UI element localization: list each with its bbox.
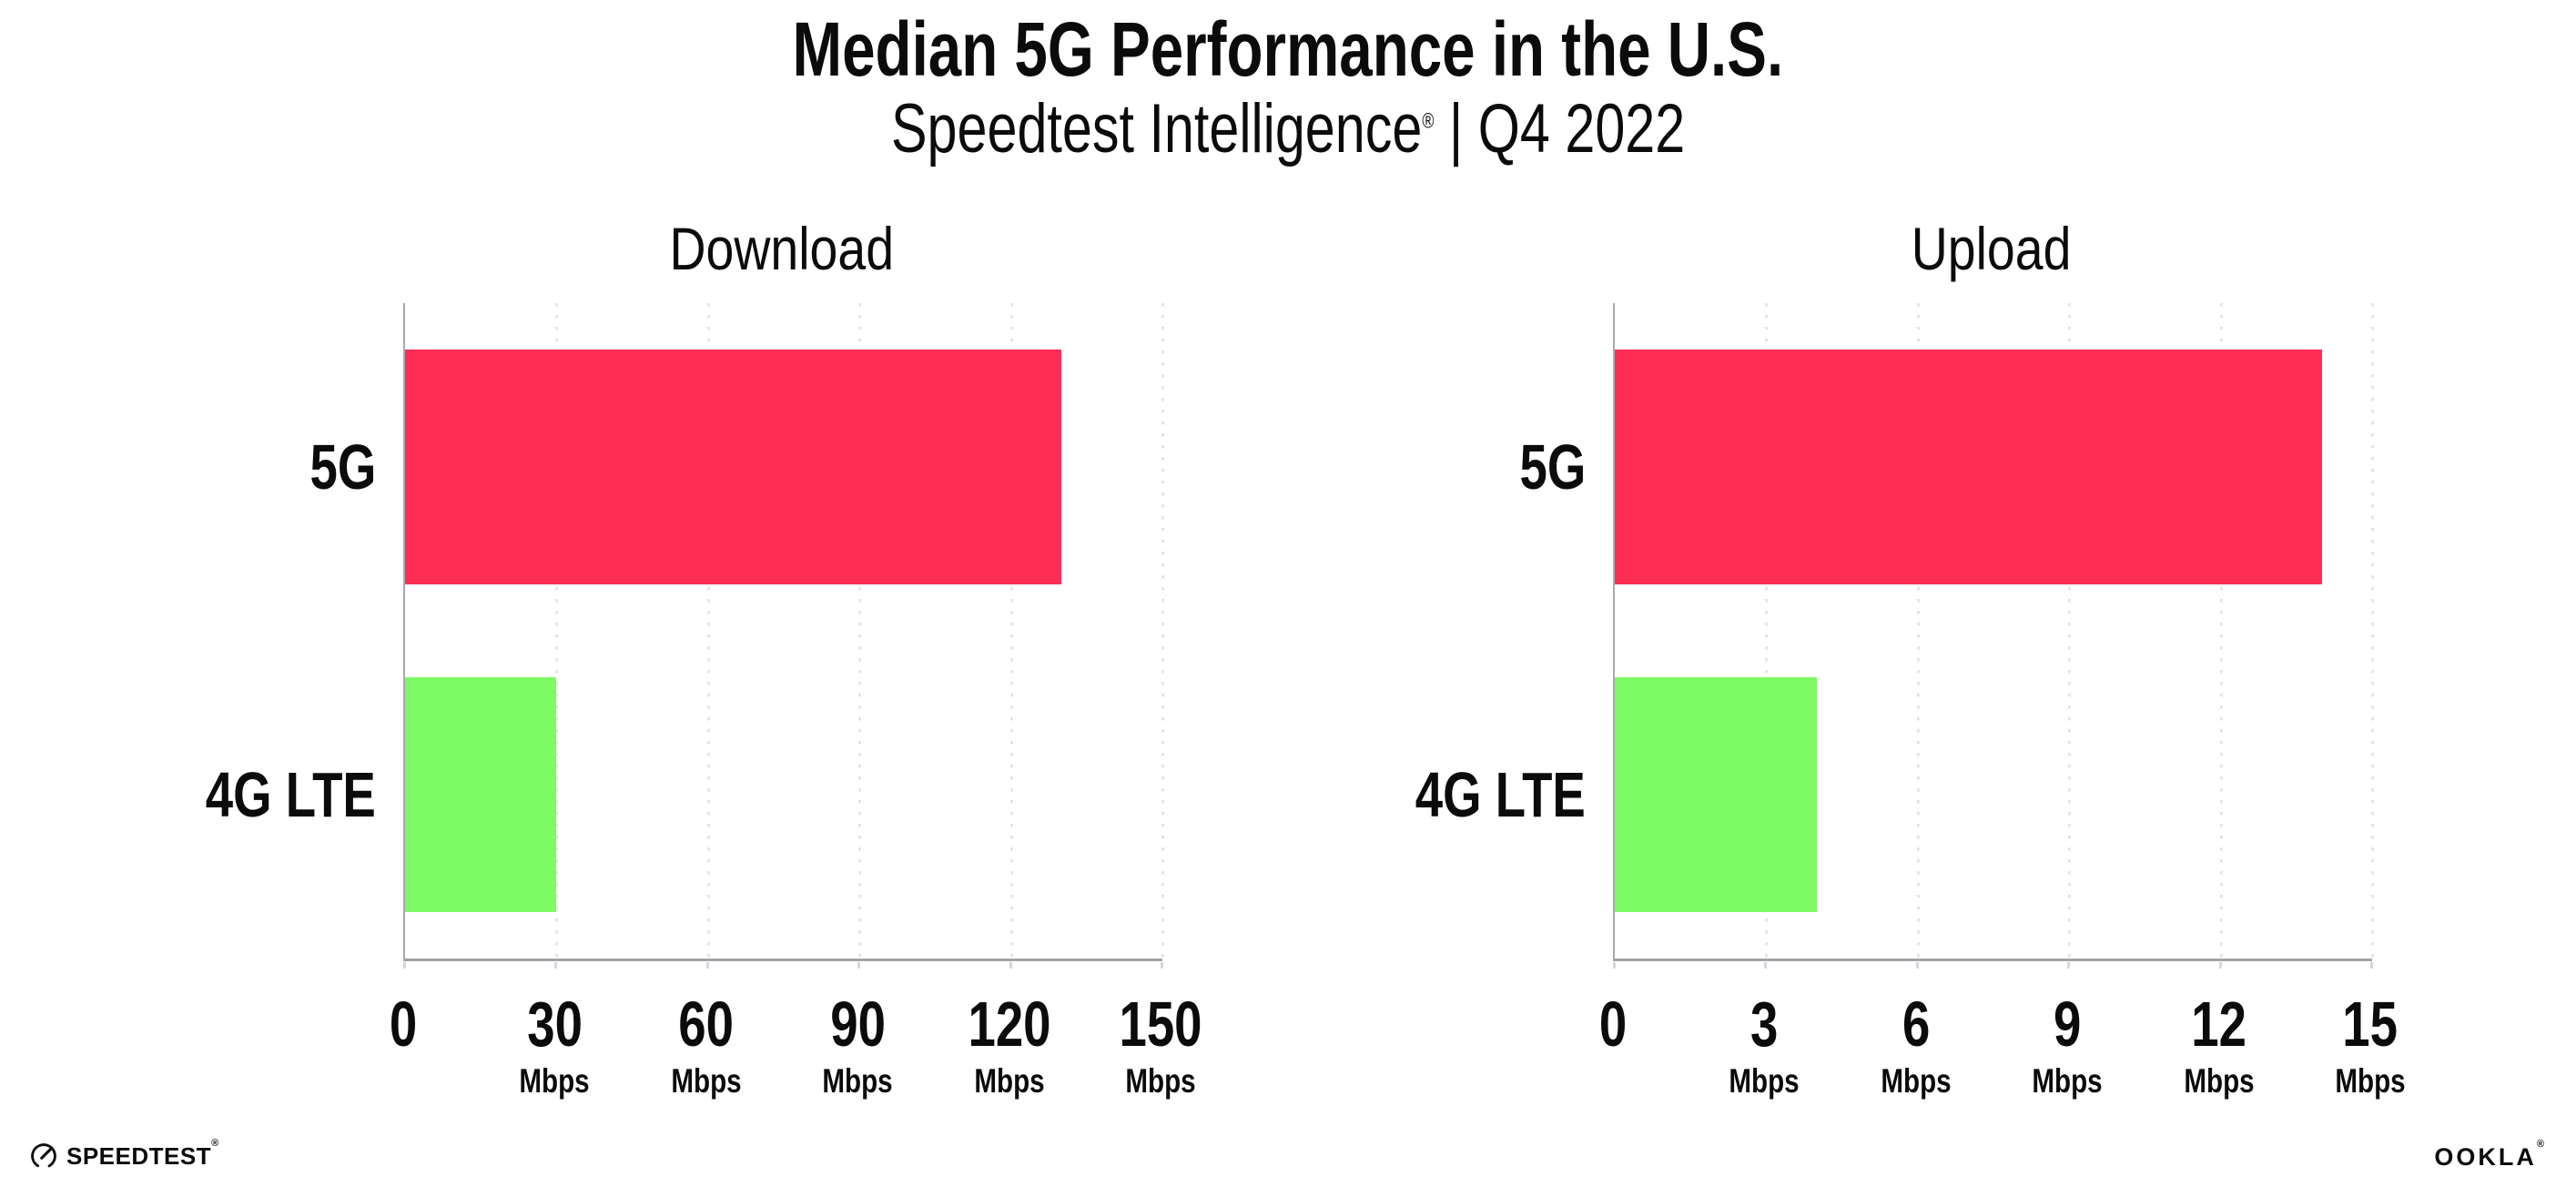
registered-mark-icon: ® <box>1422 108 1435 133</box>
x-tick-label: 120 Mbps <box>956 992 1062 1098</box>
x-tick-value: 30 <box>527 989 583 1060</box>
gridline <box>1765 303 1769 959</box>
bar-4g-lte <box>1615 677 1817 912</box>
page-subtitle-text: Speedtest Intelligence® | Q4 2022 <box>891 93 1685 166</box>
gridline <box>555 303 559 959</box>
registered-mark-icon: ® <box>2536 1139 2547 1150</box>
axis-tickmark <box>1915 962 1919 969</box>
page-title-text: Median 5G Performance in the U.S. <box>792 6 1784 92</box>
x-tick-unit: Mbps <box>671 1062 742 1100</box>
x-tick-label: 60 Mbps <box>662 992 750 1098</box>
axis-tickmark <box>1764 962 1768 969</box>
ookla-wordmark: OOKLA <box>2434 1143 2537 1171</box>
gridline <box>858 303 862 959</box>
x-tick-label: 30 Mbps <box>511 992 599 1098</box>
axis-tickmark <box>2370 962 2373 969</box>
plot-area <box>403 303 1164 969</box>
speedtest-gauge-icon <box>31 1143 56 1169</box>
x-tick-unit: Mbps <box>1881 1062 1952 1100</box>
x-tick-unit: Mbps <box>1125 1062 1196 1100</box>
axis-tickmark <box>705 962 709 969</box>
axis-tickmark <box>403 962 406 969</box>
x-tick-value: 9 <box>2053 989 2082 1060</box>
subtitle-brand: Speedtest Intelligence <box>890 90 1423 167</box>
chart-title-download: Download <box>669 215 895 282</box>
x-tick-unit: Mbps <box>2032 1062 2103 1100</box>
gridline <box>1916 303 1920 959</box>
gridline <box>706 303 710 959</box>
x-tick-label: 6 Mbps <box>1871 992 1960 1098</box>
x-tick-label: 0 <box>386 992 421 1056</box>
axis-tickmark <box>1613 962 1616 969</box>
category-labels: 5G 4G LTE <box>1322 303 1586 959</box>
speedtest-logo: SPEEDTEST® <box>29 1138 219 1171</box>
gridline <box>1009 303 1013 959</box>
x-tick-unit: Mbps <box>973 1062 1045 1100</box>
category-label-4g-lte: 4G LTE <box>205 759 376 830</box>
gridline <box>2371 303 2374 959</box>
category-label-4g-lte: 4G LTE <box>1415 759 1586 830</box>
x-tick-unit: Mbps <box>822 1062 893 1100</box>
axis-tickmark <box>857 962 861 969</box>
gridline <box>1161 303 1164 959</box>
axis-tickmark <box>2218 962 2222 969</box>
registered-mark-icon: ® <box>211 1138 219 1149</box>
x-tick-label: 15 Mbps <box>2327 992 2415 1098</box>
x-tick-value: 15 <box>2342 989 2399 1060</box>
axis-tickmark <box>554 962 558 969</box>
gridline <box>2219 303 2223 959</box>
x-tick-value: 3 <box>1750 989 1779 1060</box>
x-tick-unit: Mbps <box>519 1062 591 1100</box>
x-tick-value: 12 <box>2191 989 2246 1060</box>
bar-4g-lte <box>405 677 557 912</box>
plot-area <box>1613 303 2374 969</box>
x-ticks: 0 30 Mbps 60 Mbps 90 Mbps 120 Mbps 150 Mbps <box>390 992 1202 1138</box>
bar-5g <box>1615 350 2322 584</box>
speedtest-wordmark: SPEEDTEST® <box>66 1138 219 1170</box>
x-tick-value: 90 <box>829 989 886 1060</box>
x-tick-label: 3 Mbps <box>1720 992 1809 1098</box>
x-tick-label: 12 Mbps <box>2175 992 2263 1098</box>
x-tick-unit: Mbps <box>2183 1062 2255 1100</box>
chart-title-upload: Upload <box>1912 215 2072 282</box>
x-tick-label: 150 Mbps <box>1108 992 1214 1098</box>
ookla-logo: OOKLA® <box>2434 1140 2547 1171</box>
category-labels: 5G 4G LTE <box>112 303 376 959</box>
bar-5g <box>405 350 1062 584</box>
axis-tickmark <box>1161 962 1163 969</box>
page-title: Median 5G Performance in the U.S. <box>0 11 2576 87</box>
category-label-5g: 5G <box>1519 431 1586 502</box>
x-tick-value: 6 <box>1902 989 1930 1060</box>
x-tick-label: 0 <box>1596 992 1631 1056</box>
category-label-5g: 5G <box>309 431 376 502</box>
gridline <box>2068 303 2072 959</box>
x-tick-label: 90 Mbps <box>814 992 902 1098</box>
x-tick-value: 0 <box>389 989 418 1060</box>
x-ticks: 0 3 Mbps 6 Mbps 9 Mbps 12 Mbps 15 Mbps <box>1599 992 2406 1138</box>
x-tick-value: 0 <box>1598 989 1628 1060</box>
axis-tickmark <box>2067 962 2071 969</box>
x-tick-value: 120 <box>968 989 1051 1060</box>
page-subtitle: Speedtest Intelligence® | Q4 2022 <box>0 93 2576 166</box>
x-tick-unit: Mbps <box>2335 1062 2406 1100</box>
x-tick-value: 60 <box>678 989 735 1060</box>
x-tick-label: 9 Mbps <box>2023 992 2112 1098</box>
axis-tickmark <box>1009 962 1012 969</box>
x-tick-value: 150 <box>1119 989 1202 1060</box>
x-tick-unit: Mbps <box>1729 1062 1800 1100</box>
subtitle-quarter: | Q4 2022 <box>1434 90 1686 167</box>
